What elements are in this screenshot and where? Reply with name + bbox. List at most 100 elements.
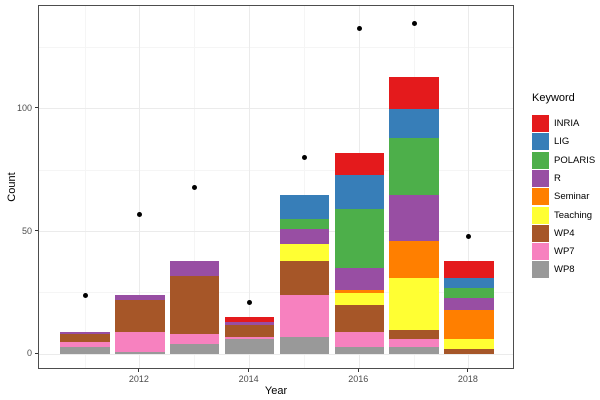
bar-segment-polaris <box>444 287 494 298</box>
legend-label: Teaching <box>554 209 593 221</box>
bar-segment-seminar <box>389 241 439 279</box>
legend-swatch-r <box>532 169 549 187</box>
major-gridline-x <box>468 6 470 368</box>
minor-gridline-y <box>39 169 513 171</box>
bar-segment-r <box>334 268 384 291</box>
legend-entry: WP7 <box>531 243 599 261</box>
data-point <box>137 211 143 217</box>
legend-swatch-wp7 <box>532 243 549 261</box>
x-tick-mark <box>357 369 359 372</box>
bar-segment-wp8 <box>170 344 220 355</box>
x-tick-mark <box>138 369 140 372</box>
major-gridline-y <box>39 231 513 232</box>
bar-segment-wp7 <box>60 341 110 347</box>
bar-segment-seminar <box>444 309 494 340</box>
x-tick-label: 2016 <box>348 374 369 384</box>
x-tick-mark <box>248 369 250 372</box>
bar-segment-wp8 <box>279 336 330 355</box>
bar-segment-wp4 <box>444 349 494 355</box>
legend-entry: INRIA <box>531 115 599 132</box>
bar-segment-lig <box>279 194 330 220</box>
bar-segment-r <box>60 332 110 335</box>
bar-segment-inria <box>444 260 494 279</box>
data-point <box>466 233 472 239</box>
data-point <box>82 292 88 298</box>
y-tick-mark <box>35 230 38 231</box>
legend-entry: LIG <box>531 133 599 151</box>
legend-label: WP8 <box>554 264 575 276</box>
bar-segment-wp8 <box>115 351 165 355</box>
major-gridline-y <box>39 353 513 355</box>
legend-swatch-teaching <box>532 206 549 224</box>
bar-segment-wp7 <box>334 332 384 347</box>
bar-segment-wp7 <box>224 336 275 340</box>
legend-swatch-inria <box>532 115 549 132</box>
legend-entry: POLARIS <box>531 151 599 169</box>
legend-entry: WP4 <box>531 224 599 242</box>
bar-segment-wp7 <box>389 339 439 347</box>
bar-segment-r <box>444 297 494 310</box>
bar-segment-wp4 <box>170 275 220 335</box>
bar-segment-teaching <box>444 339 494 350</box>
legend-label: LIG <box>554 136 570 148</box>
bar-segment-teaching <box>334 292 384 306</box>
major-gridline-y <box>39 108 513 110</box>
bar-segment-teaching <box>389 278 439 330</box>
legend-title: Keyword <box>532 92 575 104</box>
bar-segment-wp7 <box>170 334 220 345</box>
bar-segment-wp8 <box>389 346 439 355</box>
data-point <box>247 300 253 306</box>
bar-segment-lig <box>334 175 384 210</box>
legend-entry: Teaching <box>531 206 599 224</box>
bar-segment-r <box>389 194 439 242</box>
bar-segment-polaris <box>389 138 439 195</box>
bar-segment-wp4 <box>334 305 384 332</box>
bar-segment-lig <box>444 278 494 288</box>
legend-label: R <box>554 172 561 184</box>
bar-segment-wp4 <box>389 329 439 340</box>
bar-segment-teaching <box>279 243 330 261</box>
y-tick-label: 50 <box>21 225 32 236</box>
legend-label: WP4 <box>554 227 575 239</box>
x-tick-mark <box>467 369 469 372</box>
minor-gridline-x <box>303 6 305 368</box>
data-point <box>411 20 417 26</box>
x-tick-label: 2012 <box>128 374 149 384</box>
bar-segment-inria <box>224 317 275 323</box>
bar-segment-wp4 <box>115 300 165 332</box>
legend-label: WP7 <box>554 246 575 258</box>
legend-swatch-seminar <box>532 188 549 206</box>
y-tick-label: 0 <box>26 348 32 359</box>
bar-segment-inria <box>334 153 384 176</box>
major-gridline-x <box>249 6 251 368</box>
bar-segment-wp7 <box>115 332 165 352</box>
data-point <box>356 25 362 31</box>
x-axis-title: Year <box>264 385 288 397</box>
legend-swatch-polaris <box>532 151 549 169</box>
legend-swatch-wp8 <box>532 261 549 279</box>
bar-segment-lig <box>389 108 439 139</box>
legend-entry: Seminar <box>531 188 599 206</box>
legend-entry: R <box>531 169 599 187</box>
minor-gridline-y <box>39 47 513 49</box>
y-tick-label: 100 <box>16 102 32 113</box>
legend-label: POLARIS <box>554 154 596 166</box>
data-point <box>301 155 307 161</box>
bar-segment-inria <box>389 77 439 109</box>
bar-segment-wp8 <box>334 346 384 355</box>
x-tick-label: 2014 <box>238 374 259 384</box>
minor-gridline-x <box>84 6 86 368</box>
bar-segment-polaris <box>334 209 384 269</box>
legend-entry: WP8 <box>531 261 599 279</box>
y-tick-mark <box>35 107 38 109</box>
y-axis-title: Count <box>6 172 18 202</box>
bar-segment-r <box>115 295 165 301</box>
bar-segment-r <box>279 229 330 244</box>
y-tick-mark <box>35 352 38 354</box>
bar-segment-polaris <box>279 219 330 230</box>
bar-segment-r <box>224 322 275 325</box>
bar-segment-wp4 <box>279 260 330 296</box>
bar-segment-wp4 <box>60 334 110 342</box>
major-gridline-x <box>139 6 141 368</box>
